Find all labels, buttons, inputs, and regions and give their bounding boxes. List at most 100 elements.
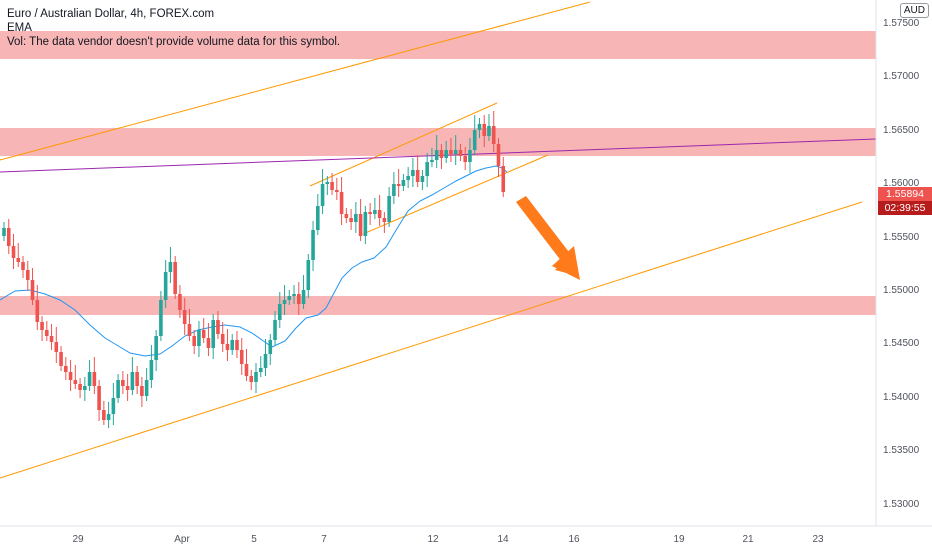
candle-body[interactable] — [439, 150, 444, 158]
candle-body[interactable] — [11, 246, 16, 258]
candle-body[interactable] — [6, 228, 11, 246]
candle-body[interactable] — [258, 368, 263, 372]
candle-body[interactable] — [135, 372, 139, 386]
candle-body[interactable] — [49, 336, 54, 342]
candle-body[interactable] — [230, 340, 235, 350]
candle-body[interactable] — [487, 126, 491, 136]
candle-body[interactable] — [325, 182, 330, 184]
candle-body[interactable] — [420, 176, 425, 182]
candle-body[interactable] — [144, 380, 149, 396]
candle-body[interactable] — [430, 160, 434, 162]
candle-body[interactable] — [239, 350, 244, 364]
candle-body[interactable] — [149, 360, 154, 380]
candle-body[interactable] — [192, 336, 196, 346]
candle-body[interactable] — [64, 366, 68, 372]
candle-body[interactable] — [44, 330, 49, 336]
candle-body[interactable] — [292, 294, 296, 296]
candle-body[interactable] — [335, 190, 339, 192]
candle-body[interactable] — [354, 214, 358, 222]
candle-body[interactable] — [339, 192, 344, 214]
candle-body[interactable] — [463, 156, 468, 162]
candle-body[interactable] — [401, 180, 406, 186]
candle-body[interactable] — [201, 330, 206, 338]
candle-body[interactable] — [40, 322, 44, 330]
zone-upper[interactable] — [0, 31, 876, 59]
candle-body[interactable] — [468, 150, 472, 162]
candle-body[interactable] — [220, 334, 225, 344]
time-axis[interactable]: 29 Apr 5 7 12 14 16 19 21 23 — [72, 534, 824, 545]
candle-body[interactable] — [68, 372, 73, 380]
candle-body[interactable] — [296, 294, 301, 304]
candle-body[interactable] — [382, 218, 387, 222]
candle-body[interactable] — [225, 344, 230, 350]
candle-body[interactable] — [344, 214, 349, 218]
candle-body[interactable] — [444, 150, 448, 158]
candle-body[interactable] — [477, 124, 482, 130]
candle-body[interactable] — [25, 270, 30, 280]
candle-body[interactable] — [2, 228, 6, 236]
candle-body[interactable] — [330, 182, 334, 190]
candle-body[interactable] — [173, 262, 177, 294]
zone-lower[interactable] — [0, 296, 876, 315]
candle-body[interactable] — [216, 320, 220, 334]
candle-body[interactable] — [140, 386, 144, 396]
candle-body[interactable] — [249, 376, 254, 382]
candle-body[interactable] — [263, 354, 268, 368]
candle-body[interactable] — [449, 150, 453, 154]
candle-body[interactable] — [491, 126, 496, 144]
candle-body[interactable] — [273, 320, 277, 340]
candle-body[interactable] — [92, 372, 97, 386]
channel-upper-line[interactable] — [0, 1, 591, 161]
candle-body[interactable] — [168, 262, 173, 272]
candle-body[interactable] — [187, 324, 192, 336]
candle-body[interactable] — [30, 280, 35, 300]
candle-body[interactable] — [349, 218, 353, 222]
candle-body[interactable] — [311, 230, 315, 260]
candle-body[interactable] — [159, 300, 163, 336]
candle-body[interactable] — [482, 124, 487, 136]
candle-body[interactable] — [368, 212, 372, 214]
candle-body[interactable] — [182, 310, 187, 324]
candle-body[interactable] — [320, 184, 325, 206]
candle-body[interactable] — [130, 372, 135, 390]
candle-body[interactable] — [392, 184, 396, 196]
candle-body[interactable] — [306, 260, 311, 290]
candle-body[interactable] — [396, 184, 401, 186]
candle-body[interactable] — [254, 372, 258, 382]
candle-body[interactable] — [163, 272, 168, 300]
candle-body[interactable] — [78, 384, 82, 390]
candle-body[interactable] — [268, 340, 273, 354]
candle-body[interactable] — [106, 414, 111, 420]
candle-body[interactable] — [121, 380, 125, 386]
channel-lower-line[interactable] — [0, 201, 863, 479]
candle-body[interactable] — [125, 386, 130, 390]
candle-body[interactable] — [59, 352, 63, 366]
candle-body[interactable] — [178, 294, 182, 310]
candle-body[interactable] — [434, 150, 439, 160]
candle-body[interactable] — [415, 170, 420, 182]
candle-body[interactable] — [277, 304, 282, 320]
candle-body[interactable] — [377, 210, 382, 218]
candle-body[interactable] — [211, 320, 216, 348]
candle-body[interactable] — [496, 144, 501, 166]
candle-body[interactable] — [235, 340, 239, 350]
candle-body[interactable] — [363, 212, 368, 236]
ema-indicator-label[interactable]: EMA — [7, 22, 32, 34]
symbol-title[interactable]: Euro / Australian Dollar, 4h, FOREX.com — [7, 8, 215, 20]
candle-body[interactable] — [373, 210, 377, 214]
candle-body[interactable] — [406, 176, 410, 180]
candle-body[interactable] — [73, 380, 78, 384]
candle-body[interactable] — [287, 296, 292, 300]
candle-body[interactable] — [154, 336, 158, 360]
candle-body[interactable] — [87, 372, 92, 386]
candle-body[interactable] — [453, 150, 458, 154]
wedge-upper-line[interactable] — [309, 102, 498, 187]
candle-body[interactable] — [111, 398, 116, 414]
candle-body[interactable] — [16, 258, 21, 262]
candle-body[interactable] — [387, 196, 391, 222]
candle-body[interactable] — [83, 386, 87, 390]
candle-body[interactable] — [97, 386, 101, 410]
candle-body[interactable] — [244, 364, 249, 376]
candle-body[interactable] — [116, 380, 120, 398]
